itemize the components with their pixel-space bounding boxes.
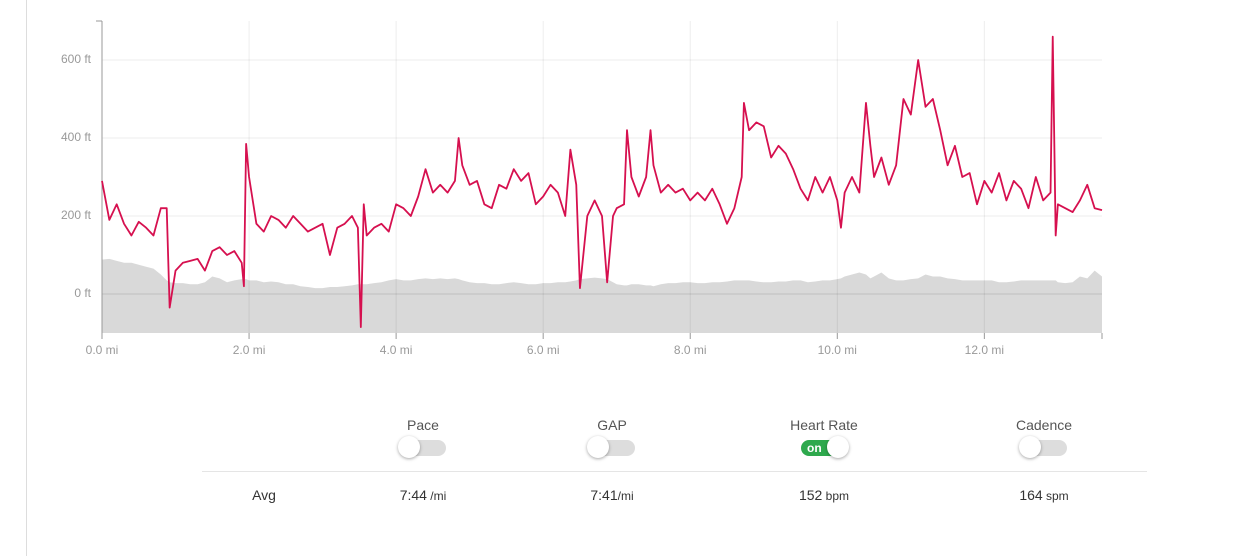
value: 152: [798, 487, 823, 503]
avg-value: 7:44 /mi: [400, 487, 447, 503]
value: 164: [1019, 487, 1043, 503]
toggle-knob: [1019, 436, 1041, 458]
divider: [202, 471, 1147, 472]
unit: spm: [1042, 489, 1069, 503]
sidebar-border: [26, 0, 27, 556]
toggle-switch[interactable]: on: [801, 436, 849, 458]
toggle-switch[interactable]: [587, 436, 635, 458]
avg-value: 164 spm: [1019, 487, 1068, 503]
x-tick-label: 6.0 mi: [527, 343, 560, 357]
avg-value: 152 bpm: [799, 487, 849, 503]
x-tick-label: 4.0 mi: [380, 343, 413, 357]
toggle-label: Pace: [407, 417, 439, 433]
y-tick-label: 400 ft: [61, 130, 92, 144]
chart: 0 ft 200 ft 400 ft 600 ft 0.0 mi 2.0 mi 4.0 mi…: [61, 20, 1103, 357]
toggle-switch[interactable]: [1019, 436, 1067, 458]
toggle-knob: [398, 436, 420, 458]
y-tick-label: 0 ft: [74, 286, 91, 300]
elevation-area: [102, 258, 1102, 333]
toggle-label: GAP: [597, 417, 627, 433]
toggle-label: Cadence: [1015, 417, 1073, 433]
value: 7:41: [590, 487, 618, 503]
x-tick-label: 8.0 mi: [674, 343, 707, 357]
value: 7:44: [399, 487, 427, 503]
toggle-label: Heart Rate: [790, 417, 858, 433]
unit: /mi: [426, 489, 447, 503]
toggle-state: on: [807, 441, 822, 455]
toggle-knob: [587, 436, 609, 458]
x-tick-label: 2.0 mi: [233, 343, 266, 357]
avg-value: 7:41/mi: [590, 487, 633, 503]
unit: /mi: [617, 489, 634, 503]
x-tick-label: 12.0 mi: [965, 343, 1004, 357]
x-tick-label: 10.0 mi: [818, 343, 857, 357]
toggle-switch[interactable]: [398, 436, 446, 458]
avg-label: Avg: [252, 487, 276, 503]
x-tick-label: 0.0 mi: [86, 343, 119, 357]
toggle-knob: [827, 436, 849, 458]
data-line: [101, 35, 1103, 329]
y-tick-label: 200 ft: [61, 208, 92, 222]
y-tick-label: 600 ft: [61, 52, 92, 66]
unit: bpm: [822, 489, 850, 503]
